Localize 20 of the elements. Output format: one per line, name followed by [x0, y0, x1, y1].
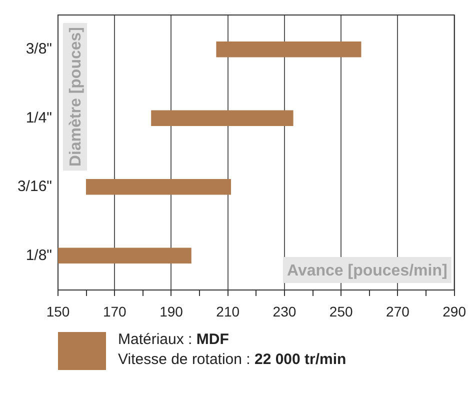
x-tick-label: 150: [46, 303, 70, 320]
x-tick-label: 230: [272, 303, 296, 320]
bar: [58, 248, 192, 264]
x-tick-label: 290: [442, 303, 466, 320]
y-tick-label: 1/8": [26, 246, 52, 264]
bar: [216, 42, 362, 58]
y-tick-label: 1/4": [26, 109, 52, 126]
x-tick-label: 270: [386, 303, 410, 320]
x-tick-label: 250: [329, 303, 353, 320]
x-tick-label: 170: [102, 303, 127, 320]
y-tick-label: 3/16": [17, 178, 52, 196]
x-axis-title: Avance [pouces/min]: [286, 262, 448, 280]
x-tick-label: 210: [216, 303, 240, 320]
bar: [86, 179, 232, 195]
y-tick-label: 3/8": [26, 40, 52, 58]
text: Matériaux : MDF: [118, 330, 230, 350]
text: Vitesse de rotation : 22 000 tr/min: [118, 350, 346, 370]
bar: [151, 110, 294, 126]
y-axis-title: Diamètre [pouces]: [67, 27, 84, 167]
x-tick-label: 190: [160, 303, 184, 320]
